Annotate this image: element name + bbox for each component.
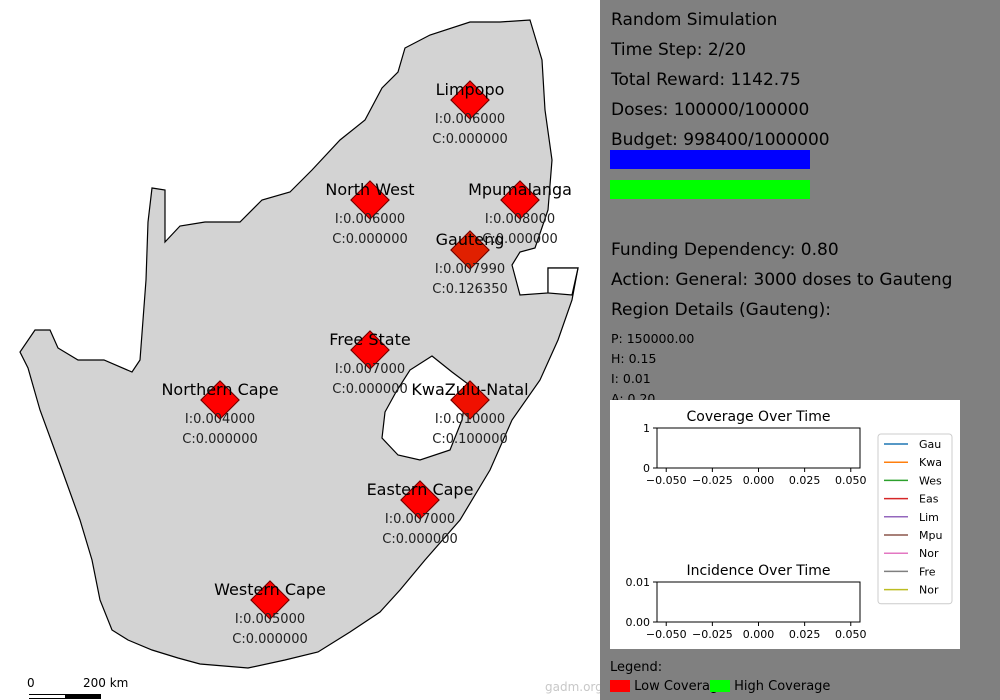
legend-label: Nor bbox=[919, 584, 939, 597]
legend-label: Eas bbox=[919, 493, 939, 506]
x-tick-label: −0.050 bbox=[646, 474, 687, 487]
region-coverage: C:0.000000 bbox=[332, 382, 408, 397]
chart-title: Incidence Over Time bbox=[686, 563, 830, 579]
legend-label: Wes bbox=[919, 474, 942, 487]
legend-title: Legend: bbox=[610, 660, 663, 675]
panel-title: Random Simulation bbox=[611, 10, 778, 30]
doses-text: Doses: 100000/100000 bbox=[611, 100, 810, 120]
region-name: Free State bbox=[329, 330, 411, 349]
doses-progress-bar bbox=[610, 150, 810, 169]
region-incidence: I:0.008000 bbox=[484, 212, 556, 227]
region-incidence: I:0.007000 bbox=[384, 512, 456, 527]
scale-bar-segment bbox=[29, 695, 65, 698]
region-name: North West bbox=[325, 180, 415, 199]
region-coverage: C:0.100000 bbox=[432, 432, 508, 447]
legend-high-coverage: High Coverage bbox=[710, 679, 830, 694]
scale-bar-line bbox=[29, 694, 101, 699]
region-incidence: I:0.006000 bbox=[434, 112, 506, 127]
total-reward: Total Reward: 1142.75 bbox=[611, 70, 801, 90]
plot-frame bbox=[656, 581, 861, 623]
detail-h: H: 0.15 bbox=[611, 351, 657, 366]
x-tick-label: 0.025 bbox=[789, 474, 821, 487]
legend-label: Fre bbox=[919, 565, 936, 578]
legend-label: Nor bbox=[919, 547, 939, 560]
action-text: Action: General: 3000 doses to Gauteng bbox=[611, 270, 953, 290]
funding-dependency: Funding Dependency: 0.80 bbox=[611, 240, 839, 260]
x-tick-label: −0.025 bbox=[692, 474, 733, 487]
legend-box bbox=[877, 433, 953, 605]
legend-low-coverage: Low Coverage bbox=[610, 679, 726, 694]
x-tick-label: 0.050 bbox=[835, 628, 867, 641]
map-credit: gadm.org bbox=[545, 680, 600, 694]
detail-population: P: 150000.00 bbox=[611, 331, 695, 346]
region-incidence: I:0.005000 bbox=[234, 612, 306, 627]
region-name: Northern Cape bbox=[161, 380, 279, 399]
plot-frame bbox=[656, 427, 861, 469]
region-coverage: C:0.126350 bbox=[432, 282, 508, 297]
region-incidence: I:0.006000 bbox=[334, 212, 406, 227]
region-coverage: C:0.000000 bbox=[382, 532, 458, 547]
region-incidence: I:0.004000 bbox=[184, 412, 256, 427]
legend-label: Lim bbox=[919, 511, 939, 524]
region-name: Western Cape bbox=[214, 580, 326, 599]
y-tick-label: 0 bbox=[643, 462, 650, 475]
budget-progress-bar bbox=[610, 180, 810, 199]
eswatini-outline bbox=[547, 267, 579, 296]
charts-svg: Coverage Over Time−0.050 −0.025 0.000 0.025… bbox=[626, 409, 953, 641]
region-coverage: C:0.000000 bbox=[482, 232, 558, 247]
x-tick-label: 0.000 bbox=[743, 474, 775, 487]
y-tick-label: 1 bbox=[643, 422, 650, 435]
region-coverage: C:0.000000 bbox=[332, 232, 408, 247]
south-africa-map bbox=[19, 19, 579, 669]
legend-label: Kwa bbox=[919, 456, 942, 469]
legend-label: Mpu bbox=[919, 529, 942, 542]
region-name: Mpumalanga bbox=[468, 180, 572, 199]
time-step: Time Step: 2/20 bbox=[611, 40, 747, 60]
region-coverage: C:0.000000 bbox=[432, 132, 508, 147]
region-name: Gauteng bbox=[435, 230, 505, 249]
scale-distance-label: 200 km bbox=[83, 676, 129, 690]
region-name: Limpopo bbox=[435, 80, 505, 99]
region-name: KwaZulu-Natal bbox=[411, 380, 529, 399]
charts-container: Coverage Over Time −0.050 −0.025 0.000 0.025… bbox=[610, 400, 960, 649]
region-incidence: I:0.007990 bbox=[434, 262, 506, 277]
scale-zero-label: 0 bbox=[27, 676, 35, 690]
region-details-title: Region Details (Gauteng): bbox=[611, 300, 831, 320]
y-tick-label: 0.00 bbox=[626, 616, 651, 629]
x-tick-label: 0.000 bbox=[743, 628, 775, 641]
map-area: Limpopo I:0.006000 C:0.000000 North West… bbox=[19, 19, 600, 699]
legend-high-swatch bbox=[710, 680, 730, 692]
region-coverage: C:0.000000 bbox=[182, 432, 258, 447]
info-panel: Random Simulation Time Step: 2/20 Total … bbox=[600, 0, 1000, 700]
x-tick-label: −0.025 bbox=[692, 628, 733, 641]
x-tick-label: −0.050 bbox=[646, 628, 687, 641]
legend-high-label: High Coverage bbox=[734, 679, 831, 694]
detail-i: I: 0.01 bbox=[611, 371, 651, 386]
lesotho-outline bbox=[381, 355, 469, 461]
region-coverage: C:0.000000 bbox=[232, 632, 308, 647]
legend-label: Gau bbox=[919, 438, 941, 451]
y-tick-label: 0.01 bbox=[626, 576, 651, 589]
region-name: Eastern Cape bbox=[366, 480, 474, 499]
x-tick-label: 0.050 bbox=[835, 474, 867, 487]
budget-text: Budget: 998400/1000000 bbox=[611, 130, 830, 150]
region-incidence: I:0.007000 bbox=[334, 362, 406, 377]
legend-low-label: Low Coverage bbox=[634, 679, 727, 694]
chart-title: Coverage Over Time bbox=[687, 409, 831, 425]
x-tick-label: 0.025 bbox=[789, 628, 821, 641]
region-incidence: I:0.010000 bbox=[434, 412, 506, 427]
legend-low-swatch bbox=[610, 680, 630, 692]
